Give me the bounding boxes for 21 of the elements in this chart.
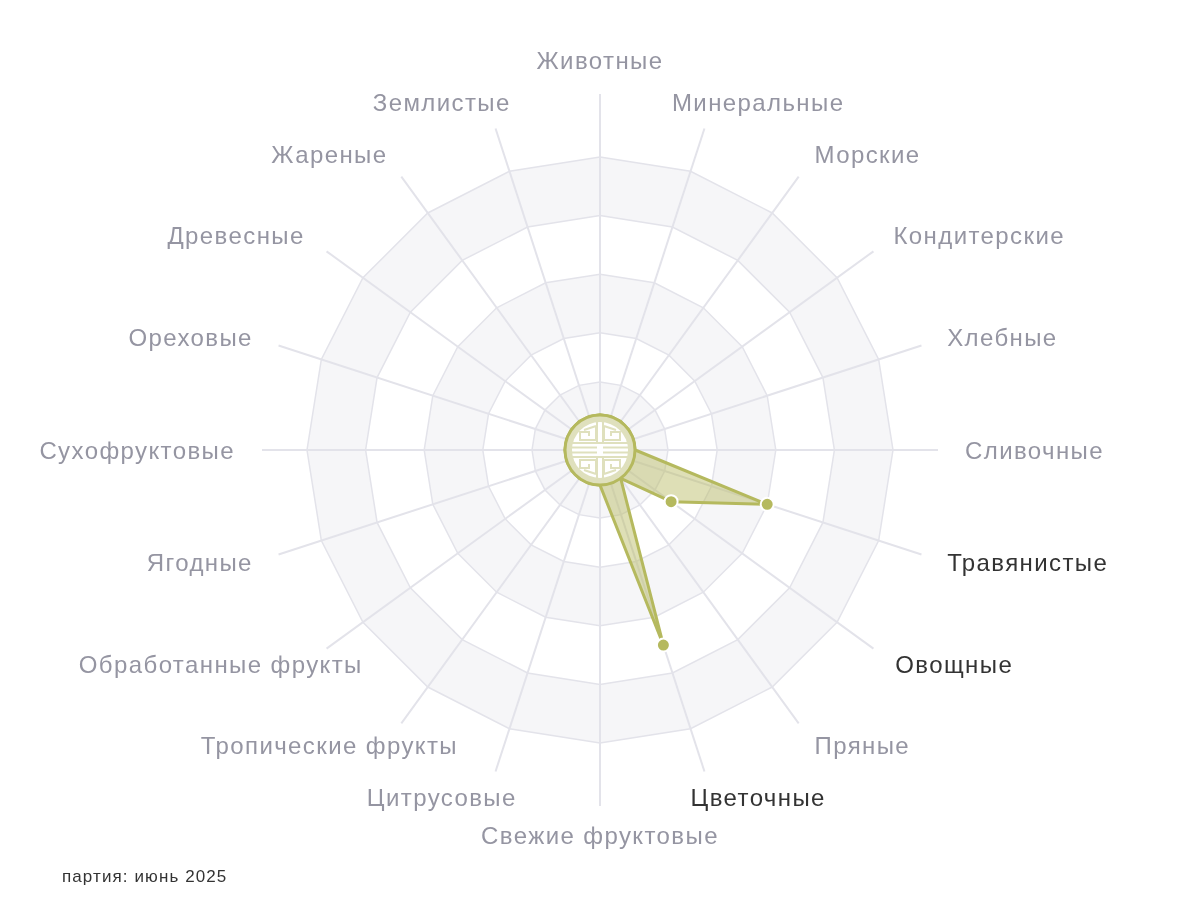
spoke-label: Тропические фрукты — [200, 731, 459, 759]
spoke-label: Животные — [536, 46, 664, 74]
spoke-label: Кондитерские — [893, 221, 1065, 249]
spoke-label: Пряные — [814, 731, 911, 759]
spoke-label: Хлебные — [947, 323, 1058, 351]
spoke-label: Сливочные — [965, 436, 1104, 464]
spoke-label: Ореховые — [128, 323, 253, 351]
spoke-label: Древесные — [167, 221, 305, 249]
spoke-label: Обработанные фрукты — [78, 651, 363, 679]
text: партия: июнь 2025 — [62, 867, 228, 886]
spoke-label: Ягодные — [146, 549, 253, 577]
spoke-label: Землистые — [372, 89, 511, 117]
spoke-label: Жареные — [271, 141, 388, 169]
spoke-label: Цитрусовые — [366, 783, 517, 811]
spoke-label: Морские — [814, 141, 921, 169]
spoke-label: Цветочные — [690, 783, 826, 811]
spoke-label: Сухофруктовые — [39, 436, 235, 464]
spoke-label: Травянистые — [947, 549, 1109, 577]
spoke-label: Свежие фруктовые — [481, 821, 719, 849]
spoke-label: Овощные — [895, 651, 1014, 679]
spoke-label: Минеральные — [671, 89, 845, 117]
